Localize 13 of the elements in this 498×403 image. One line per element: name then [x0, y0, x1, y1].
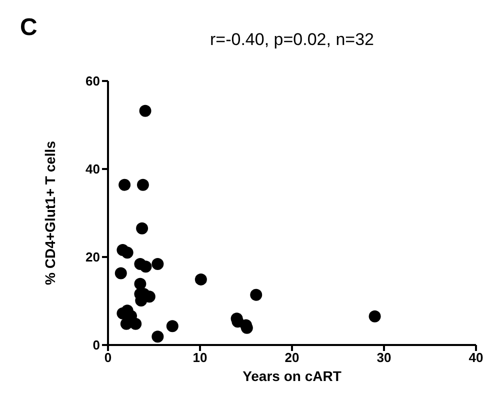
text: C: [20, 14, 38, 42]
y-tick-label: 20: [86, 250, 100, 265]
x-tick-label: 10: [192, 350, 208, 366]
y-tick-label: 60: [86, 74, 100, 89]
chart-title: r=-0.40, p=0.02, n=32: [209, 30, 375, 50]
y-tick-label: 0: [92, 338, 100, 353]
x-tick-label: 40: [468, 350, 484, 366]
x-tick-label: 0: [104, 350, 112, 366]
x-tick-label: 30: [376, 350, 392, 366]
y-tick-label: 40: [86, 162, 100, 177]
y-axis-title: % CD4+Glut1+ T cells: [42, 140, 58, 285]
x-axis-title: Years on cART: [242, 368, 342, 384]
x-tick-label: 20: [284, 350, 300, 366]
